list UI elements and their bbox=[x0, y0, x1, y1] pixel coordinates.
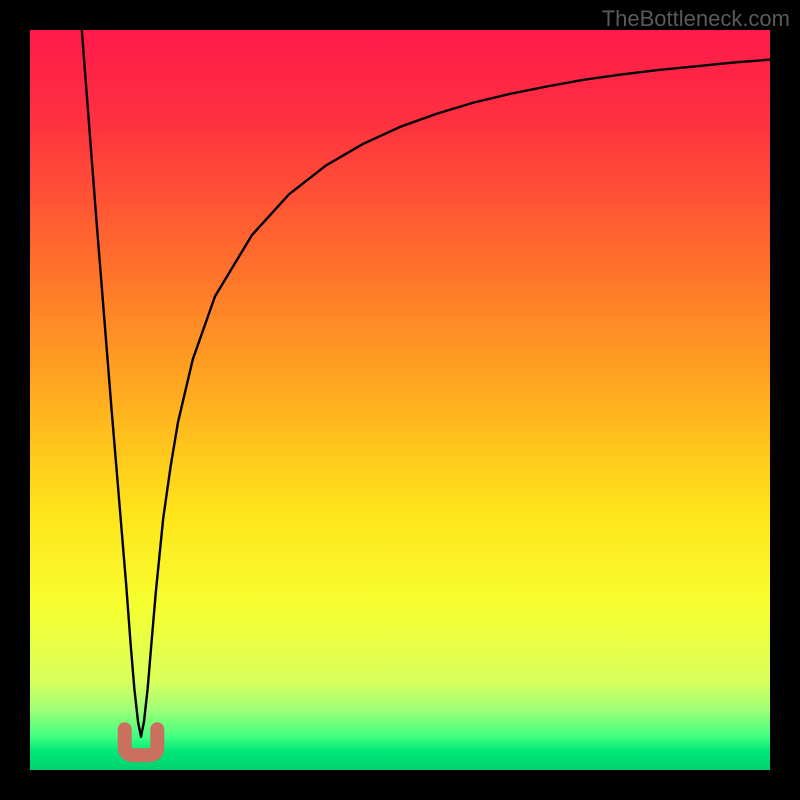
plot-svg bbox=[30, 30, 770, 770]
chart-root: TheBottleneck.com bbox=[0, 0, 800, 800]
plot-frame bbox=[30, 30, 770, 770]
gradient-background bbox=[30, 30, 770, 770]
watermark-text: TheBottleneck.com bbox=[602, 6, 790, 32]
